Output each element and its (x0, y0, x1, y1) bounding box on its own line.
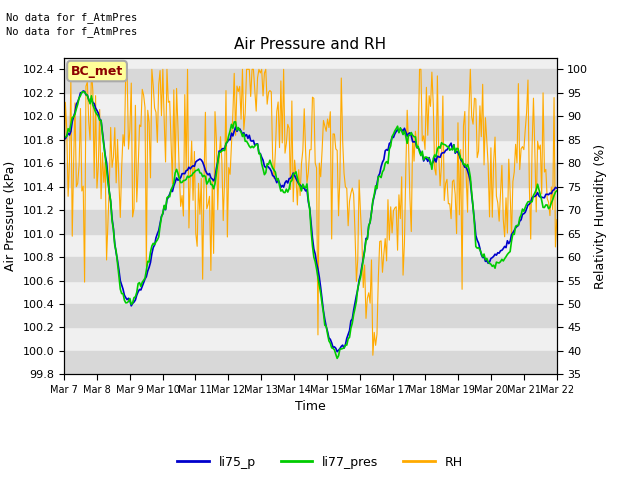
X-axis label: Time: Time (295, 400, 326, 413)
Text: BC_met: BC_met (71, 64, 123, 78)
Y-axis label: Air Pressure (kPa): Air Pressure (kPa) (4, 161, 17, 271)
Bar (64, 69, 557, 93)
Text: No data for f_AtmPres: No data for f_AtmPres (6, 12, 138, 23)
Y-axis label: Relativity Humidity (%): Relativity Humidity (%) (594, 144, 607, 288)
Legend: li75_p, li77_pres, RH: li75_p, li77_pres, RH (172, 451, 468, 474)
Bar (64, 210, 557, 234)
Bar (64, 304, 557, 327)
Bar (64, 351, 557, 374)
Bar (64, 116, 557, 140)
Title: Air Pressure and RH: Air Pressure and RH (234, 37, 387, 52)
Bar (64, 163, 557, 187)
Bar (64, 257, 557, 280)
Text: No data for f_AtmPres: No data for f_AtmPres (6, 26, 138, 37)
